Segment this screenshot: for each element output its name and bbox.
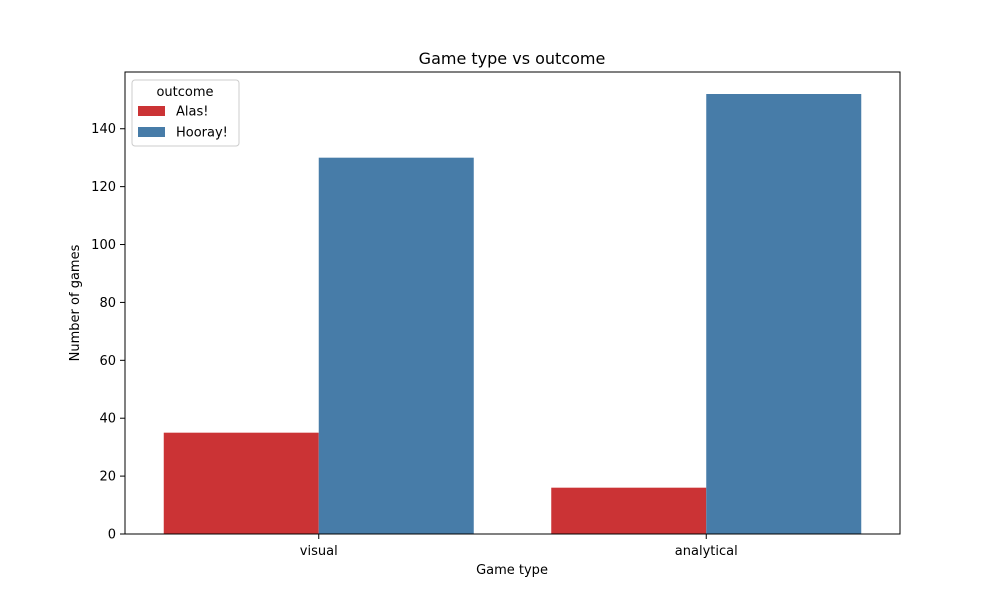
legend-label: Alas! [176, 105, 208, 120]
bar-visual-1 [318, 157, 474, 534]
y-tick-label: 120 [91, 180, 116, 195]
legend-swatch [138, 127, 165, 137]
bar-visual-0 [163, 432, 319, 534]
bar-analytical-0 [551, 487, 707, 534]
bar-analytical-1 [706, 94, 862, 534]
legend-title: outcome [156, 85, 213, 100]
y-tick-label: 20 [99, 470, 116, 485]
y-tick-label: 80 [99, 296, 116, 311]
y-tick-label: 40 [99, 412, 116, 427]
axes-frame [124, 71, 901, 535]
legend: outcome Alas! Hooray! [131, 79, 240, 147]
x-tick-label: visual [300, 544, 338, 559]
y-tick-label: 60 [99, 354, 116, 369]
plot-area: 0 20 40 60 80 100 120 140 visual analytical [91, 71, 901, 559]
y-tick-label: 140 [91, 122, 116, 137]
x-axis-label: Game type [476, 563, 548, 578]
legend-label: Hooray! [176, 126, 228, 141]
y-tick-label: 100 [91, 238, 116, 253]
y-tick-label: 0 [108, 528, 116, 543]
x-tick-label: analytical [675, 544, 738, 559]
legend-swatch [138, 106, 165, 116]
chart-title: Game type vs outcome [419, 49, 606, 68]
y-axis-label: Number of games [68, 244, 83, 361]
